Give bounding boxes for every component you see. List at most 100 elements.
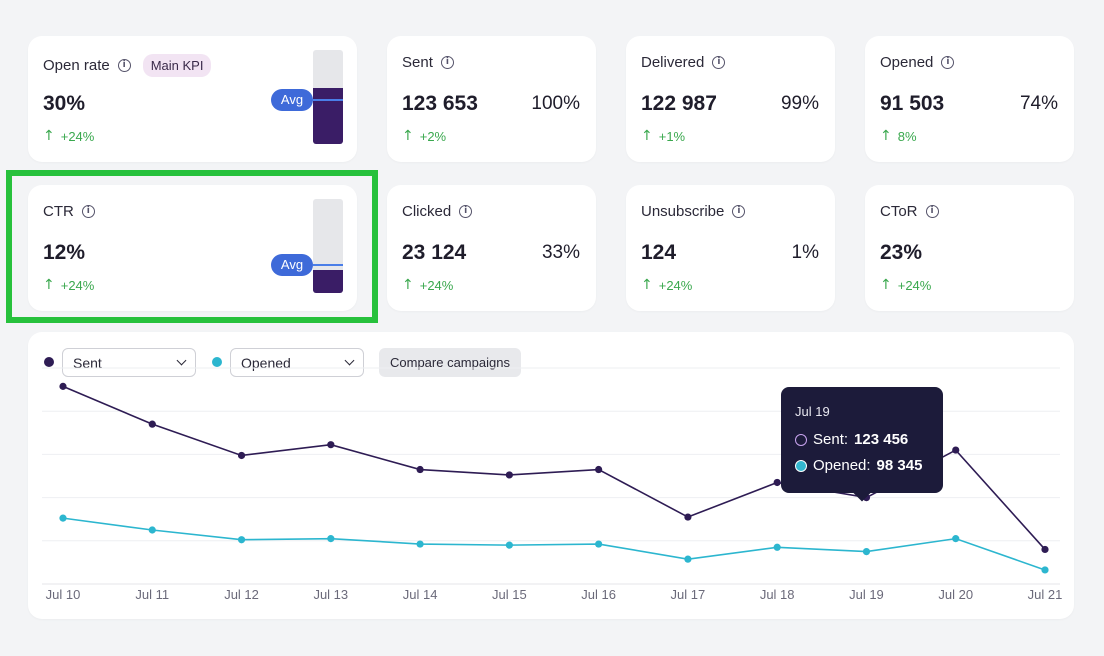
card-value: 23 124	[402, 241, 467, 264]
series2-select-value: Opened	[241, 354, 291, 371]
card-percentage: 1%	[791, 242, 819, 263]
opened-circle-icon	[795, 459, 807, 472]
kpi-card-ctr[interactable]: CTR i 12% ↑ +24% Avg	[28, 185, 357, 311]
arrow-up-icon: ↑	[43, 277, 55, 293]
avg-bar-fill	[313, 269, 343, 293]
card-change: ↑ +2%	[402, 128, 446, 144]
data-point-opened	[59, 514, 67, 522]
tooltip-opened-row: Opened: 98 345	[795, 457, 922, 474]
card-value: 30%	[43, 92, 86, 115]
card-title-label: Delivered	[641, 54, 705, 71]
info-icon[interactable]: i	[459, 205, 473, 218]
card-title-label: Clicked	[402, 203, 452, 220]
kpi-card-ctor[interactable]: CToR i 23% ↑ +24%	[865, 185, 1074, 311]
arrow-up-icon: ↑	[641, 128, 653, 144]
data-point-sent	[327, 441, 335, 449]
avg-label-pill: Avg	[271, 88, 313, 111]
card-change: ↑ +24%	[402, 277, 453, 293]
kpi-card-opened[interactable]: Opened i 91 503 74% ↑ 8%	[865, 36, 1074, 162]
ctr-highlight-frame	[6, 170, 378, 323]
card-value: 123 653	[402, 92, 478, 115]
card-title: CTR i	[43, 203, 95, 220]
info-icon[interactable]: i	[732, 205, 746, 218]
card-title-label: Open rate	[43, 57, 110, 74]
card-change: ↑ +24%	[43, 277, 94, 293]
kpi-card-unsubscribe[interactable]: Unsubscribe i 124 1% ↑ +24%	[626, 185, 835, 311]
card-change: ↑ +1%	[641, 128, 685, 144]
chart-tooltip: Jul 19 Sent: 123 456 Opened: 98 345	[781, 387, 943, 502]
kpi-card-clicked[interactable]: Clicked i 23 124 33% ↑ +24%	[387, 185, 596, 311]
info-icon[interactable]: i	[117, 59, 131, 72]
data-point-opened	[952, 535, 960, 543]
x-tick-label: Jul 11	[135, 587, 169, 602]
kpi-card-delivered[interactable]: Delivered i 122 987 99% ↑ +1%	[626, 36, 835, 162]
x-tick-label: Jul 21	[1028, 587, 1063, 602]
data-point-opened	[237, 536, 246, 544]
data-point-opened	[505, 541, 513, 549]
card-title: Unsubscribe i	[641, 203, 746, 220]
data-point-opened	[862, 548, 871, 556]
card-change: ↑ +24%	[43, 128, 94, 144]
card-change-value: +24%	[60, 277, 95, 293]
opened-legend-dot	[212, 357, 222, 367]
avg-marker-line	[313, 98, 343, 101]
card-change-value: +24%	[419, 277, 454, 293]
kpi-card-open-rate[interactable]: Open rate i Main KPI 30% ↑ +24% Avg	[28, 36, 357, 162]
compare-campaigns-button[interactable]: Compare campaigns	[379, 348, 521, 377]
info-icon[interactable]: i	[81, 205, 95, 218]
tooltip-sent-row: Sent: 123 456	[795, 431, 908, 448]
data-point-sent	[59, 382, 67, 390]
x-tick-label: Jul 17	[671, 587, 706, 602]
x-tick-label: Jul 12	[224, 587, 259, 602]
avg-marker-line	[313, 263, 343, 266]
tooltip-sent-value: 123 456	[854, 431, 909, 448]
data-point-sent	[505, 471, 513, 479]
card-percentage: 33%	[541, 242, 580, 263]
sent-legend-dot	[44, 357, 54, 367]
tooltip-date: Jul 19	[795, 404, 830, 419]
kpi-card-sent[interactable]: Sent i 123 653 100% ↑ +2%	[387, 36, 596, 162]
data-point-sent	[773, 478, 781, 487]
card-title: Sent i	[402, 54, 454, 71]
avg-comparison-bar: Avg	[271, 199, 343, 293]
card-value: 122 987	[641, 92, 717, 115]
info-icon[interactable]: i	[925, 205, 939, 218]
card-change-value: +24%	[60, 128, 95, 144]
card-percentage: 74%	[1019, 93, 1058, 114]
data-point-opened	[773, 543, 781, 551]
arrow-up-icon: ↑	[880, 277, 892, 293]
card-change: ↑ +24%	[641, 277, 692, 293]
card-title-label: Unsubscribe	[641, 203, 725, 220]
avg-comparison-bar: Avg	[271, 50, 343, 144]
series1-select[interactable]: Sent	[62, 348, 196, 377]
series2-select[interactable]: Opened	[230, 348, 364, 377]
data-point-opened	[1041, 566, 1049, 574]
info-icon[interactable]: i	[440, 56, 454, 69]
data-point-sent	[416, 465, 424, 474]
x-tick-label: Jul 19	[849, 587, 884, 602]
x-tick-label: Jul 18	[760, 587, 795, 602]
series-line-opened	[62, 517, 1046, 571]
card-percentage: 99%	[780, 93, 819, 114]
info-icon[interactable]: i	[712, 56, 726, 69]
card-value: 23%	[880, 241, 923, 264]
data-point-opened	[595, 540, 603, 548]
card-change-value: +1%	[658, 128, 686, 144]
card-title: Opened i	[880, 54, 955, 71]
x-tick-label: Jul 13	[313, 587, 348, 602]
tooltip-opened-value: 98 345	[876, 457, 923, 474]
data-point-opened	[416, 540, 424, 548]
card-value: 124	[641, 241, 677, 264]
card-change-value: +24%	[897, 277, 932, 293]
arrow-up-icon: ↑	[402, 128, 414, 144]
x-tick-label: Jul 10	[46, 587, 81, 602]
card-title-label: CTR	[43, 203, 74, 220]
data-point-opened	[327, 535, 335, 543]
card-change-value: +24%	[658, 277, 693, 293]
info-icon[interactable]: i	[941, 56, 955, 69]
campaign-chart-card: Sent Opened Compare campaigns Jul 10 Jul …	[28, 332, 1074, 619]
card-title: Open rate i Main KPI	[43, 54, 212, 77]
data-point-sent	[237, 451, 246, 460]
card-percentage: 100%	[531, 93, 580, 114]
card-change-value: 8%	[897, 128, 917, 144]
